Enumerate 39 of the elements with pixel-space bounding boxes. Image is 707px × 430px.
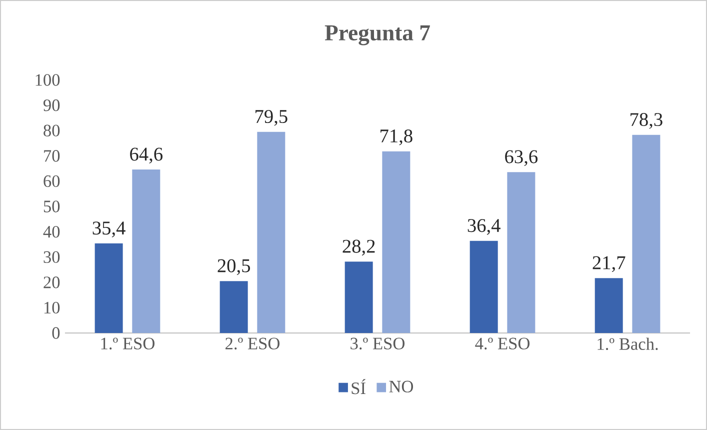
y-tick-label: 10 [44,302,60,314]
y-tick-label: 50 [44,200,60,212]
bar [594,278,623,334]
data-label: 78,3 [630,113,662,129]
bar [257,132,286,334]
data-label: 28,2 [342,240,375,256]
data-label: 21,7 [592,256,626,272]
data-label: 35,4 [92,222,126,238]
chart-title: Pregunta 7 [324,25,430,46]
legend-label: NO [389,380,414,392]
y-tick-label: 20 [44,276,60,288]
data-label: 63,6 [505,150,538,166]
y-tick-label: 0 [52,327,60,339]
bar [220,281,248,334]
x-tick-label: 4.º ESO [475,338,530,350]
y-tick-label: 100 [36,74,60,86]
bar [132,170,160,334]
y-tick-label: 60 [44,175,60,188]
data-label: 20,5 [218,259,250,276]
bar [94,243,123,334]
legend-label: SÍ [352,379,366,394]
bar [507,172,536,334]
x-tick-label: 1.º ESO [101,338,154,350]
y-tick-label: 80 [44,124,60,136]
data-label: 79,5 [256,110,288,126]
y-tick-label: 70 [44,150,60,162]
y-tick-label: 40 [43,226,60,238]
data-label: 36,4 [468,219,500,235]
bar [470,240,498,334]
x-tick-label: 2.º ESO [226,338,280,350]
x-tick-label: 3.º ESO [350,338,405,350]
data-label: 64,6 [130,148,162,164]
data-label: 71,8 [380,129,412,146]
bar [382,151,410,334]
x-tick-label: 1.º Bach. [598,338,658,350]
bar [344,262,373,334]
y-tick-label: 90 [44,99,60,112]
bar [632,134,660,334]
y-tick-label: 30 [44,251,60,263]
